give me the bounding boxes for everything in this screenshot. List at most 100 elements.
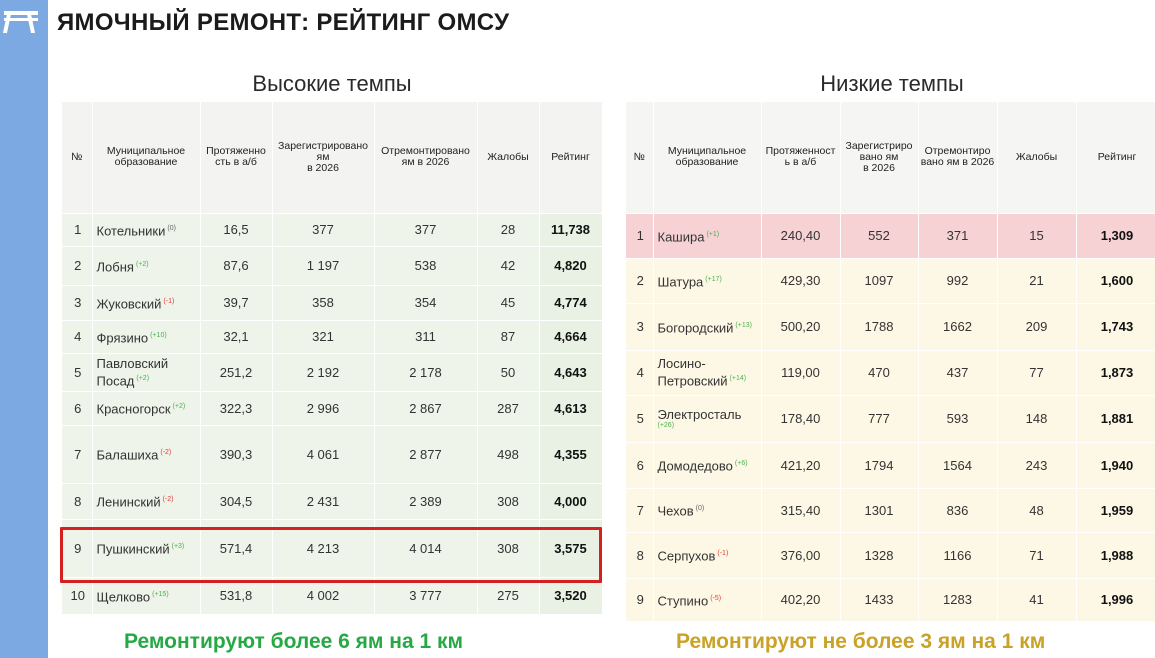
municipality-name: Серпухов (-1) xyxy=(653,532,762,579)
municipality-label: Котельники xyxy=(96,223,166,239)
rank-change: (+10) xyxy=(150,331,167,339)
repaired-value: 593 xyxy=(918,395,998,443)
length-value: 531,8 xyxy=(200,577,273,615)
rank-change: (+6) xyxy=(734,460,748,468)
length-value: 500,20 xyxy=(761,303,841,351)
complaints-value: 28 xyxy=(477,213,540,247)
municipality-label: Балашиха xyxy=(96,447,159,463)
header-rating: Рейтинг xyxy=(1076,102,1155,214)
rank-change: (+17) xyxy=(705,275,722,283)
table-row: 10 Щелково (+15) 531,8 4 002 3 777 275 3,520 xyxy=(62,577,603,615)
header-repaired: Отремонтиро вано ям в 2026 xyxy=(918,102,998,214)
municipality-label: Электросталь xyxy=(657,407,742,422)
header-registered: Зарегистриро вано ям в 2026 xyxy=(840,102,919,214)
municipality-name: Богородский (+13) xyxy=(653,303,762,351)
repaired-value: 2 389 xyxy=(374,483,478,520)
table-row: 2 Шатура (+17) 429,30 1097 992 21 1,600 xyxy=(626,258,1155,304)
length-value: 315,40 xyxy=(761,488,841,533)
rank-change: (+15) xyxy=(152,590,169,598)
table-row: 2 Лобня (+2) 87,6 1 197 538 42 4,820 xyxy=(62,246,603,286)
complaints-value: 42 xyxy=(477,246,540,286)
low-pace-footer: Ремонтируют не более 3 ям на 1 км xyxy=(676,630,1046,653)
complaints-value: 287 xyxy=(477,391,540,426)
registered-value: 1794 xyxy=(840,442,919,489)
table-row: 3 Жуковский (-1) 39,7 358 354 45 4,774 xyxy=(62,285,603,321)
table-row: 7 Чехов (0) 315,40 1301 836 48 1,959 xyxy=(626,488,1155,533)
rank-change: (+2) xyxy=(135,260,149,268)
municipality-name: Электросталь (+26) xyxy=(653,395,762,443)
row-num: 7 xyxy=(626,488,654,533)
rating-value: 1,873 xyxy=(1076,350,1155,396)
length-value: 178,40 xyxy=(761,395,841,443)
registered-value: 552 xyxy=(840,213,919,259)
complaints-value: 275 xyxy=(477,577,540,615)
repaired-value: 377 xyxy=(374,213,478,247)
table-row: 5 Павловский Посад (+2) 251,2 2 192 2 178 50 4,… xyxy=(62,353,603,392)
registered-value: 321 xyxy=(272,320,375,354)
municipality-label: Ленинский xyxy=(96,494,161,510)
page-title: ЯМОЧНЫЙ РЕМОНТ: РЕЙТИНГ ОМСУ xyxy=(57,9,510,36)
row-num: 1 xyxy=(62,213,93,247)
row-num: 8 xyxy=(626,532,654,579)
complaints-value: 209 xyxy=(997,303,1077,351)
header-municipality: Муниципальное образование xyxy=(653,102,762,214)
high-pace-table: № Муниципальное образование Протяженно с… xyxy=(62,102,603,615)
length-value: 304,5 xyxy=(200,483,273,520)
municipality-name: Лобня (+2) xyxy=(92,246,201,286)
rating-value: 4,000 xyxy=(539,483,603,520)
table-row: 6 Красногорск (+2) 322,3 2 996 2 867 287 4,613 xyxy=(62,391,603,426)
repaired-value: 354 xyxy=(374,285,478,321)
municipality-label: Домодедово xyxy=(657,458,733,474)
repaired-value: 1564 xyxy=(918,442,998,489)
registered-value: 1301 xyxy=(840,488,919,533)
length-value: 251,2 xyxy=(200,353,273,392)
rank-change: (+14) xyxy=(729,375,747,383)
registered-value: 2 431 xyxy=(272,483,375,520)
repaired-value: 538 xyxy=(374,246,478,286)
rank-change: (+13) xyxy=(735,321,752,329)
row-num: 5 xyxy=(626,395,654,443)
rating-value: 4,613 xyxy=(539,391,603,426)
municipality-label: Красногорск xyxy=(96,401,171,417)
municipality-name: Ступино (-5) xyxy=(653,578,762,622)
registered-value: 4 061 xyxy=(272,425,375,484)
municipality-name: Фрязино (+10) xyxy=(92,320,201,354)
header-municipality: Муниципальное образование xyxy=(92,102,201,214)
municipality-label: Лобня xyxy=(96,259,134,275)
row-num: 8 xyxy=(62,483,93,520)
municipality-label: Чехов xyxy=(657,503,694,519)
registered-value: 1328 xyxy=(840,532,919,579)
complaints-value: 50 xyxy=(477,353,540,392)
repaired-value: 3 777 xyxy=(374,577,478,615)
row-num: 10 xyxy=(62,577,93,615)
row-num: 3 xyxy=(626,303,654,351)
table-row: 7 Балашиха (-2) 390,3 4 061 2 877 498 4,355 xyxy=(62,425,603,484)
header-registered: Зарегистрировано ям в 2026 xyxy=(272,102,375,214)
rating-value: 1,996 xyxy=(1076,578,1155,622)
rank-change: (-2) xyxy=(162,496,174,504)
rating-value: 1,959 xyxy=(1076,488,1155,533)
registered-value: 777 xyxy=(840,395,919,443)
rank-change: (-1) xyxy=(717,550,729,558)
registered-value: 1097 xyxy=(840,258,919,304)
row-num: 4 xyxy=(62,320,93,354)
rating-value: 4,355 xyxy=(539,425,603,484)
length-value: 402,20 xyxy=(761,578,841,622)
municipality-name: Котельники (0) xyxy=(92,213,201,247)
repaired-value: 311 xyxy=(374,320,478,354)
repaired-value: 836 xyxy=(918,488,998,533)
rank-change: (0) xyxy=(695,505,705,513)
municipality-name: Ленинский (-2) xyxy=(92,483,201,520)
table-row: 8 Серпухов (-1) 376,00 1328 1166 71 1,988 xyxy=(626,532,1155,579)
complaints-value: 15 xyxy=(997,213,1077,259)
complaints-value: 41 xyxy=(997,578,1077,622)
municipality-label: Жуковский xyxy=(96,296,162,312)
row-num: 5 xyxy=(62,353,93,392)
low-pace-table: № Муниципальное образование Протяженност… xyxy=(626,102,1155,622)
municipality-label: Ступино xyxy=(657,593,709,609)
header-num: № xyxy=(626,102,654,214)
complaints-value: 243 xyxy=(997,442,1077,489)
length-value: 376,00 xyxy=(761,532,841,579)
municipality-name: Кашира (+1) xyxy=(653,213,762,259)
registered-value: 377 xyxy=(272,213,375,247)
